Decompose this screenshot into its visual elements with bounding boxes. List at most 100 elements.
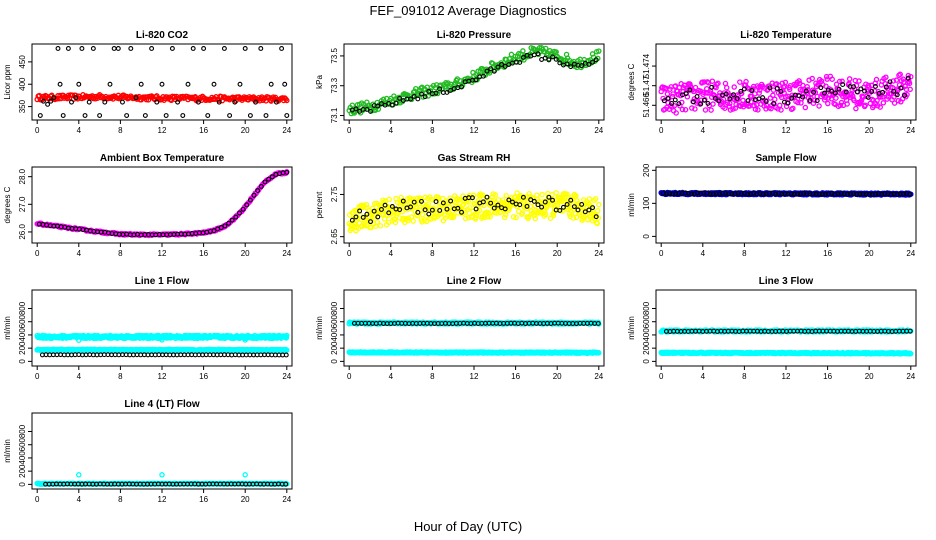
data-point (535, 202, 541, 208)
data-point (710, 101, 716, 107)
data-point (90, 46, 96, 51)
data-point (907, 86, 913, 93)
data-point (844, 101, 850, 107)
figure-title: FEF_091012 Average Diagnostics (369, 3, 567, 18)
data-point (701, 190, 707, 196)
data-point (741, 86, 747, 92)
data-point (513, 214, 519, 221)
data-point (825, 100, 831, 107)
data-point (459, 209, 464, 215)
y-tick-label: 400 (18, 328, 27, 342)
data-point (727, 100, 733, 107)
data-point (679, 106, 686, 113)
data-point (442, 212, 448, 218)
data-point (829, 76, 835, 82)
data-point (484, 194, 490, 200)
data-point (670, 191, 676, 197)
series-avg (37, 46, 290, 118)
data-point (255, 188, 261, 194)
x-tick-label: 4 (389, 249, 394, 258)
data-point (738, 88, 744, 94)
data-point (411, 93, 417, 99)
data-point (539, 204, 545, 210)
data-point (567, 207, 574, 214)
data-point (499, 62, 505, 67)
x-tick-label: 24 (282, 249, 291, 258)
data-point (138, 81, 144, 87)
data-point (660, 190, 666, 196)
data-point (375, 214, 381, 220)
data-point (242, 337, 248, 343)
x-tick-label: 4 (389, 372, 394, 381)
plot-frame (31, 289, 293, 367)
data-point (371, 200, 378, 207)
x-tick-label: 12 (470, 372, 479, 381)
data-point (832, 90, 838, 96)
data-point (413, 204, 419, 210)
data-point (835, 191, 841, 197)
data-point (785, 191, 791, 197)
data-point (543, 211, 549, 218)
data-point (190, 46, 196, 51)
data-point (731, 84, 737, 90)
data-point (352, 207, 358, 214)
data-point (851, 97, 857, 104)
data-point (879, 191, 885, 197)
data-point (107, 81, 113, 87)
data-point (447, 195, 453, 201)
y-tick-label: 400 (18, 77, 27, 91)
data-point (593, 214, 599, 220)
x-tick-label: 24 (594, 372, 603, 381)
data-point (777, 102, 783, 109)
data-point (760, 191, 766, 197)
data-point (723, 190, 729, 196)
data-point (423, 218, 430, 225)
data-point (840, 82, 846, 88)
data-point (692, 106, 698, 112)
data-point (520, 194, 526, 200)
data-point (470, 192, 477, 199)
x-tick-label: 4 (77, 249, 82, 258)
data-point (97, 113, 103, 118)
data-point (568, 64, 574, 70)
data-point (853, 105, 859, 112)
data-point (768, 105, 774, 112)
data-point (592, 195, 599, 202)
data-point (73, 95, 79, 101)
data-point (448, 87, 454, 93)
y-axis-label: kPa (315, 75, 324, 89)
data-point (553, 56, 559, 62)
data-point (495, 202, 501, 208)
x-tick-label: 12 (782, 126, 791, 135)
data-point (440, 200, 446, 206)
data-point (730, 106, 736, 112)
data-point (819, 191, 825, 197)
series-outliers (76, 337, 248, 343)
data-point (372, 213, 378, 219)
data-point (392, 216, 398, 222)
data-point (525, 214, 532, 220)
x-tick-label: 16 (823, 249, 832, 258)
data-point (546, 194, 552, 200)
data-point (757, 191, 763, 196)
data-point (368, 224, 374, 231)
x-tick-label: 0 (347, 126, 352, 135)
data-point (410, 218, 416, 224)
y-tick-label: 51.474 (642, 53, 651, 78)
data-point (133, 95, 139, 101)
data-point (244, 202, 250, 208)
x-tick-label: 20 (865, 249, 874, 258)
data-point (550, 212, 557, 219)
data-point (415, 96, 421, 102)
data-point (368, 108, 373, 114)
x-tick-label: 16 (199, 126, 208, 135)
data-point (76, 81, 82, 87)
x-tick-label: 12 (470, 249, 479, 258)
data-point (749, 88, 755, 94)
data-point (851, 191, 857, 197)
data-point (359, 222, 365, 229)
data-point (590, 205, 596, 211)
data-point (823, 191, 828, 197)
